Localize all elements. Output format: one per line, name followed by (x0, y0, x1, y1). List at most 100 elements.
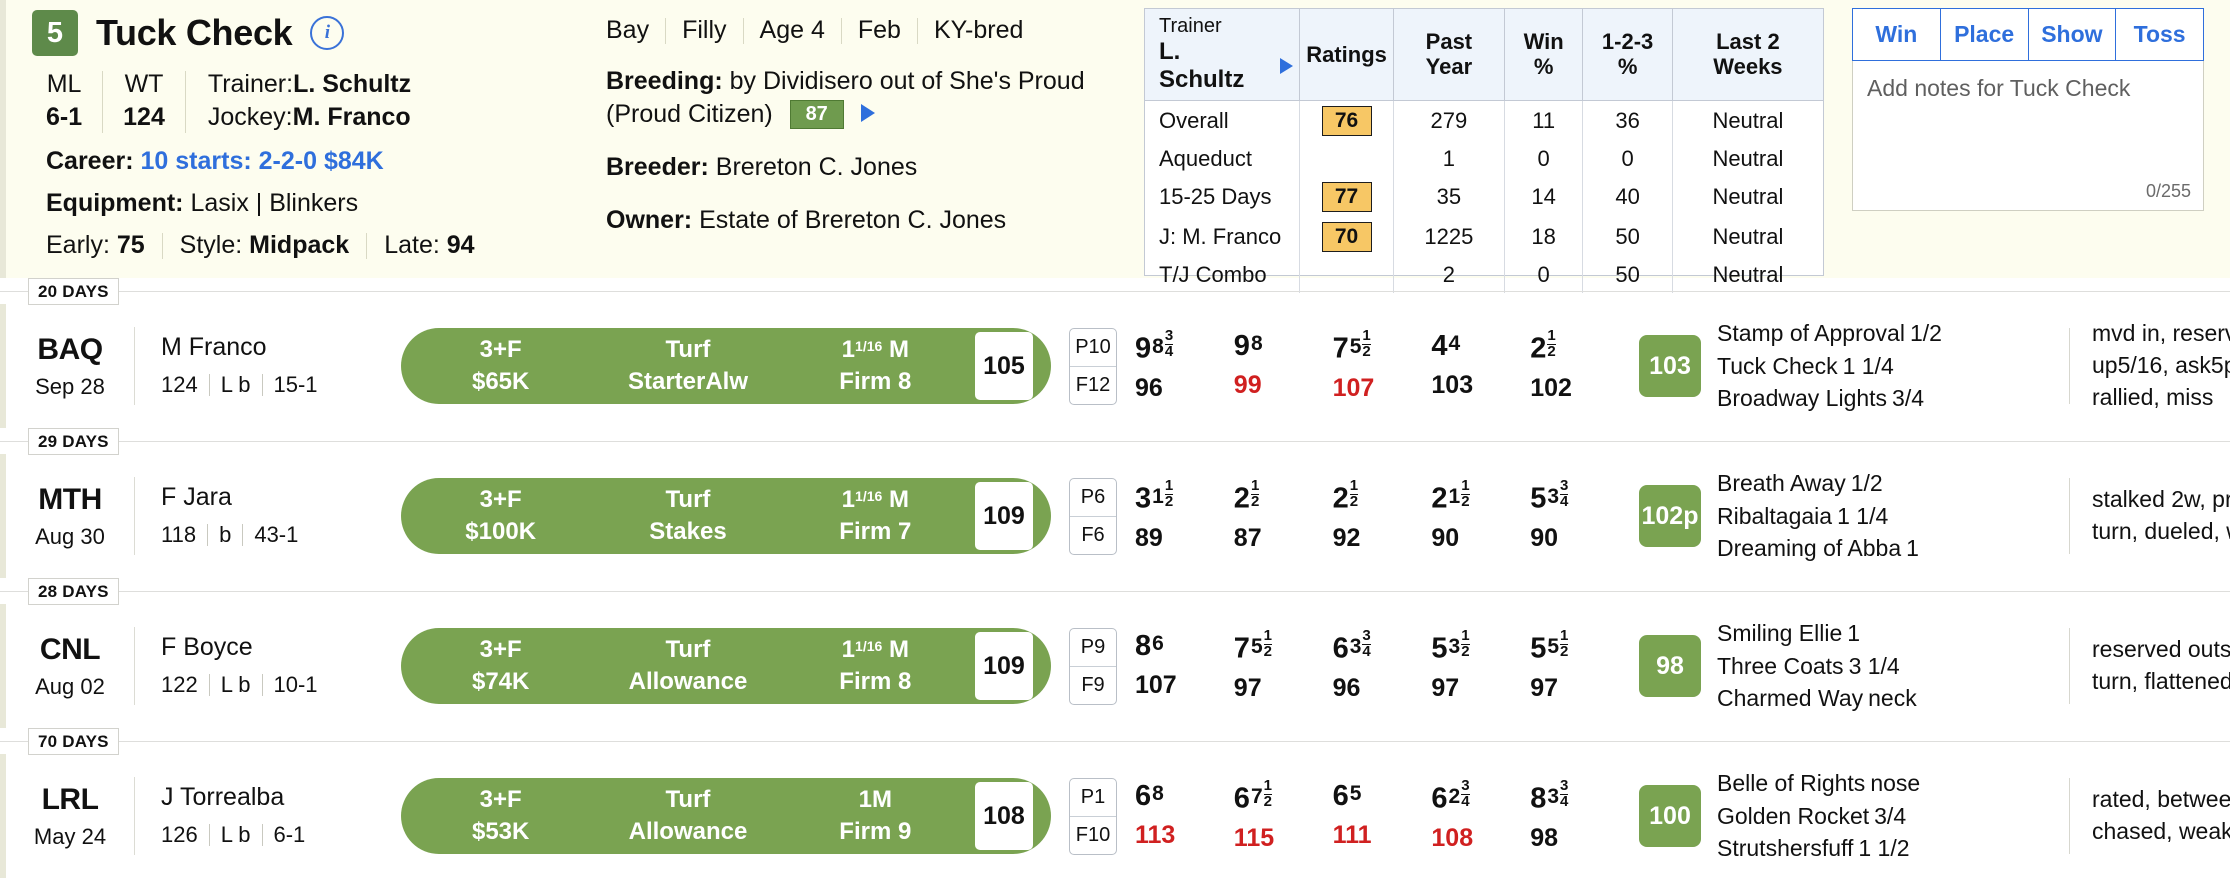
career-label: Career: (46, 147, 134, 175)
track-cell[interactable]: CNL Aug 02 (6, 633, 134, 700)
show-button[interactable]: Show (2029, 9, 2117, 60)
divider (916, 17, 918, 44)
beaten-lengths: 3 (1349, 634, 1362, 658)
stats-row: 15-25 Days 77 35 14 40 Neutral (1145, 176, 1823, 217)
call-figure: 108 (1431, 823, 1474, 852)
past-jockey-name[interactable]: F Jara (161, 483, 232, 512)
divider (665, 17, 667, 44)
info-icon[interactable]: i (310, 16, 345, 50)
stats-cell-win-pct: 0 (1504, 256, 1584, 293)
notes-placeholder: Add notes for Tuck Check (1867, 75, 2131, 101)
stats-trainer-header[interactable]: Trainer L. Schultz (1145, 9, 1301, 101)
call-column: 83 3 4 98 (1530, 777, 1629, 852)
track-code: LRL (41, 782, 99, 816)
call-figure: 107 (1135, 671, 1177, 699)
age-sex-restriction: 3+F (479, 485, 522, 513)
pace-rank: P6 (1070, 479, 1116, 517)
call-figure: 97 (1431, 673, 1460, 702)
pace-rank: P9 (1070, 629, 1116, 667)
trainer-name[interactable]: L. Schultz (293, 70, 412, 98)
final-figure-badge: 103 (1639, 335, 1701, 397)
final-rank: F9 (1081, 673, 1105, 696)
chip-age: Age 4 (759, 16, 825, 44)
pace-final-rank-box: P10 F12 (1069, 327, 1117, 405)
final-odds: 43-1 (254, 521, 299, 547)
restriction-purse-group: 3+F $53K (407, 786, 594, 847)
days-since-separator: 70 DAYS (0, 728, 2230, 755)
past-jockey-name[interactable]: M Franco (161, 333, 267, 362)
restriction-purse-group: 3+F $74K (407, 636, 594, 697)
broodmare-sire: (Proud Citizen) (606, 100, 773, 128)
stats-cell-itm-pct: 50 (1582, 216, 1673, 257)
place-button[interactable]: Place (1941, 9, 2029, 60)
track-code: BAQ (37, 332, 103, 366)
past-performance-row[interactable]: LRL May 24 J Torrealba 126 L b 6-1 3+F $53K Turf… (0, 754, 2230, 878)
surface-class-group: Turf Allowance (594, 786, 781, 847)
trip-comment: mvd in, reserved ins, held up5/16, ask5p… (2092, 320, 2230, 410)
chevron-right-icon[interactable] (1280, 58, 1294, 75)
past-performance-row[interactable]: MTH Aug 30 F Jara 118 b 43-1 3+F $100K Turf Stake… (0, 454, 2230, 578)
pace-final-rank-box: P1 F10 (1069, 777, 1117, 855)
divider (134, 327, 135, 405)
owner-line: Owner: Estate of Brereton C. Jones (606, 204, 1166, 237)
beaten-lengths: 8 (1152, 334, 1164, 358)
final-rank: F10 (1075, 823, 1111, 846)
equipment-code: b (219, 521, 232, 547)
jockey-name[interactable]: M. Franco (292, 102, 411, 131)
call-figure: 102 (1530, 373, 1572, 402)
distance-fraction: 1/16 (855, 337, 883, 354)
call-figure: 89 (1135, 523, 1163, 552)
late-value: 94 (446, 231, 475, 259)
running-style-line: Early: 75 Style: Midpack Late: 94 (32, 231, 612, 260)
horse-name-row: 5 Tuck Check i (32, 8, 612, 58)
track-cell[interactable]: BAQ Sep 28 (6, 333, 134, 400)
distance-going-group: 1M Firm 9 (782, 786, 969, 847)
stats-row-name: Aqueduct (1145, 140, 1301, 177)
toss-button[interactable]: Toss (2133, 21, 2186, 47)
finishers-list: Belle of Rights nose Golden Rocket 3/4 Strut… (1717, 767, 1920, 865)
horse-header: 5 Tuck Check i ML 6-1 WT 124 (0, 0, 2230, 293)
win-button[interactable]: Win (1853, 9, 1941, 60)
call-position: 83 3 4 (1530, 777, 1569, 815)
chip-color: Bay (606, 16, 650, 44)
late-label: Late: (384, 231, 440, 259)
call-figure: 98 (1530, 823, 1558, 852)
call-position: 63 3 4 (1332, 627, 1371, 665)
notes-input[interactable]: Add notes for Tuck Check 0/255 (1852, 61, 2204, 211)
track-cell[interactable]: LRL May 24 (6, 783, 134, 850)
track-cell[interactable]: MTH Aug 30 (6, 483, 134, 550)
past-jockey-name[interactable]: F Boyce (161, 633, 253, 662)
stats-cell-rating: 70 (1299, 216, 1394, 257)
beaten-lengths: 3 (1547, 784, 1560, 808)
stats-cell-past-year: 1 (1393, 140, 1505, 177)
past-performance-row[interactable]: BAQ Sep 28 M Franco 124 L b 15-1 3+F $65K Turf St… (0, 304, 2230, 428)
pace-final-rank-box: P9 F9 (1069, 627, 1117, 705)
divider (208, 673, 210, 696)
past-performance-row[interactable]: CNL Aug 02 F Boyce 122 L b 10-1 3+F $74K Turf All… (0, 604, 2230, 728)
expand-pedigree-icon[interactable] (860, 104, 875, 122)
finisher-margin: 1 (1847, 620, 1861, 647)
call-figure: 97 (1530, 673, 1558, 702)
equipment-line: Equipment: Lasix | Blinkers (32, 189, 612, 218)
beaten-lengths: 4 (1448, 332, 1461, 355)
final-figure-badge: 100 (1639, 785, 1701, 847)
equipment-code: L b (220, 371, 251, 397)
race-class: Allowance (628, 668, 748, 695)
beaten-lengths: 3 (1448, 634, 1461, 658)
call-position: 98 3 4 (1135, 327, 1174, 365)
breeder-value: Brereton C. Jones (715, 153, 918, 181)
stats-cell-itm-pct: 0 (1582, 140, 1673, 177)
stats-cell-rating: 76 (1299, 100, 1394, 141)
career-value[interactable]: 10 starts: 2-2-0 $84K (140, 147, 384, 175)
surface: Turf (665, 335, 711, 363)
jockey-meta: 122 L b 10-1 (161, 672, 391, 698)
early-label: Early: (46, 231, 110, 259)
past-jockey-name[interactable]: J Torrealba (161, 783, 285, 812)
finisher-entry: Three Coats 3 1/4 (1717, 652, 1900, 679)
rating-badge: 77 (1321, 181, 1372, 212)
speed-figure: 109 (974, 632, 1033, 700)
call-column: 53 1 2 97 (1431, 628, 1530, 702)
